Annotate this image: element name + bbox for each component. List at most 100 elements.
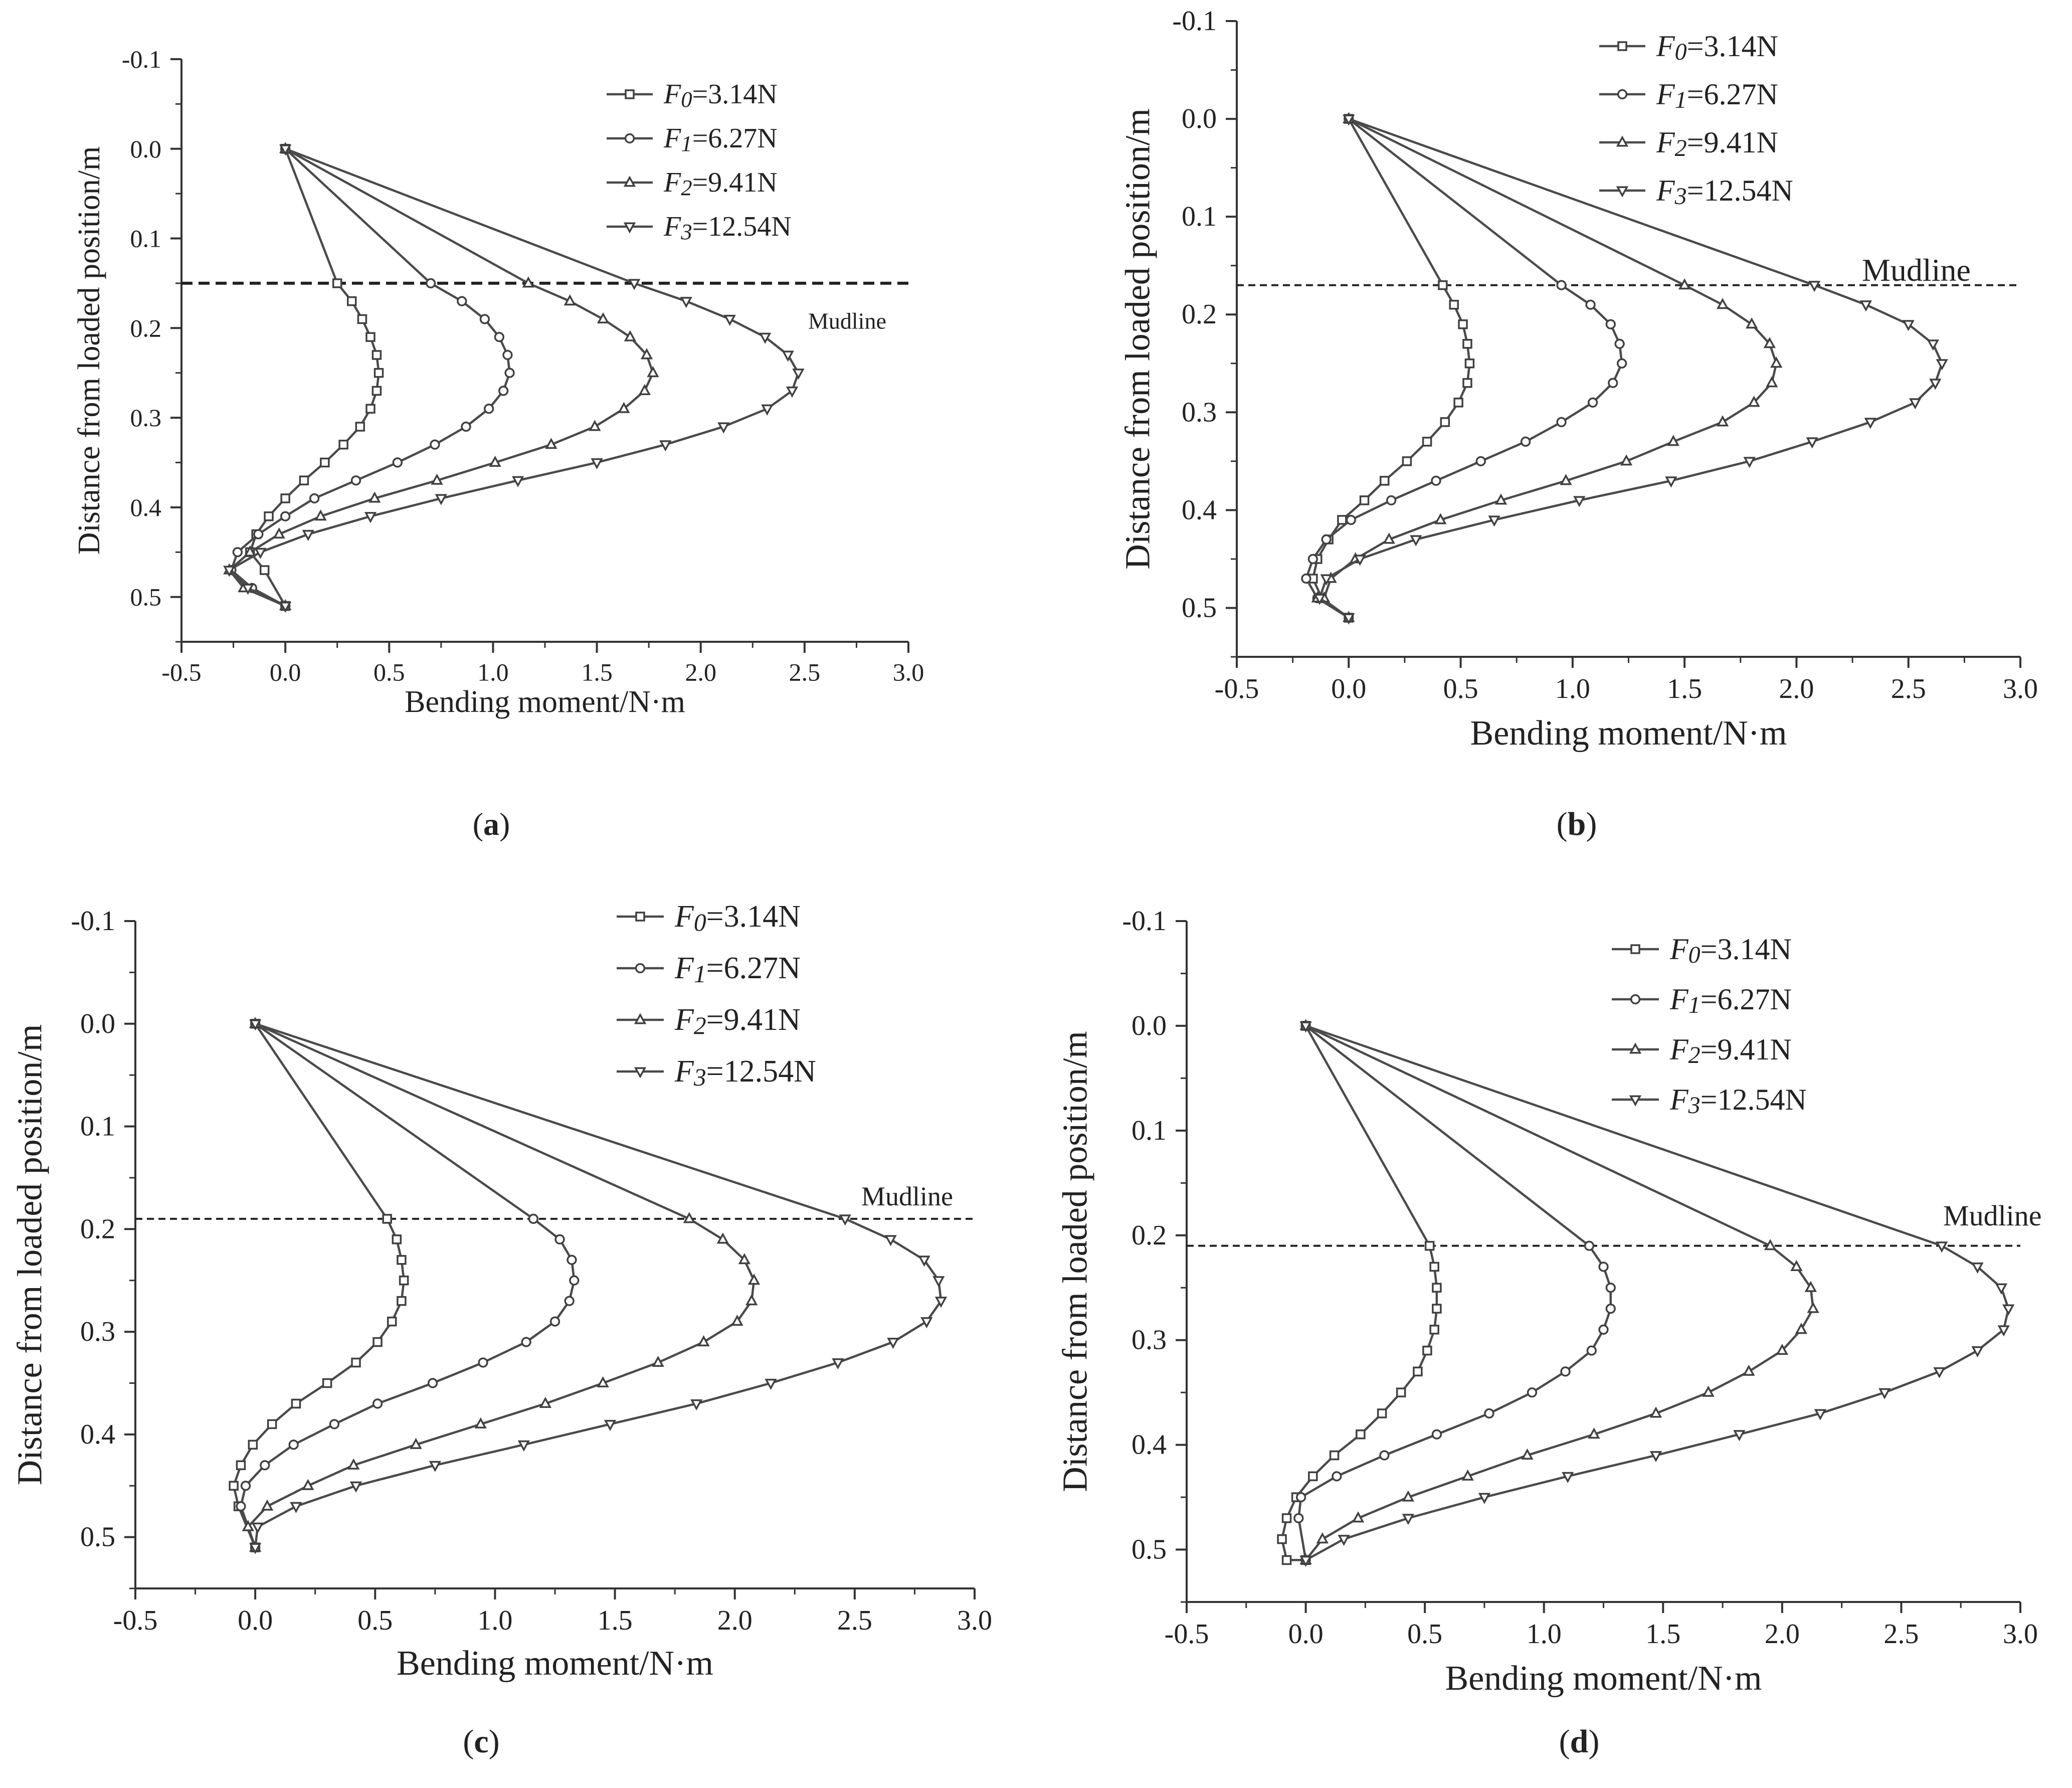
legend-label: F0=3.14N [1669,933,1792,968]
y-tick-label: 0.3 [1182,397,1217,428]
panel-a: -0.1 0.0 0.1 0.2 0.3 0.4 0.5 -0.5 0.0 0.5 1.0 1.5 2.… [72,45,924,842]
data-point-circle [1346,514,1356,525]
data-point-triangle-down [690,1399,703,1411]
data-point-triangle-down [1478,1493,1491,1504]
data-point-square [1458,319,1468,329]
x-tick-label: 3.0 [2003,1619,2038,1650]
data-point-circle [569,1275,580,1286]
data-point-circle [1587,397,1598,408]
data-point-triangle-up [1764,1239,1777,1250]
legend-value: =9.41N [1701,1033,1792,1066]
data-point-triangle-down [884,1235,897,1246]
data-point-triangle-down [1902,320,1915,331]
caption-letter: b [1568,806,1586,842]
data-point-triangle-up [1678,278,1691,290]
legend-marker-triangle-up [1629,1042,1642,1054]
data-point-square [1464,359,1475,369]
legend-label: F0=3.14N [1656,30,1778,65]
caption-letter: d [1570,1723,1589,1760]
legend-marker-triangle-down [634,1067,647,1079]
x-tick-label: 1.0 [1527,1619,1562,1650]
legend-name: F [1669,933,1689,966]
legend-subscript: 3 [1688,1092,1701,1118]
mudline-label: Mudline [1943,1199,2042,1232]
panel-c: -0.1 0.0 0.1 0.2 0.3 0.4 0.5 -0.5 0.0 0.5 1.0 1.5 2.… [11,900,993,1760]
data-point-triangle-down [1971,1262,1984,1274]
data-point-circle [461,421,471,432]
legend-value: =3.14N [1687,30,1778,63]
data-point-circle [253,529,264,540]
data-point-square [399,1275,409,1286]
data-point-circle [1598,1262,1609,1272]
y-tick-label: 0.0 [1132,1010,1167,1041]
x-tick-label: -0.5 [113,1605,158,1636]
data-point-triangle-down [628,279,641,290]
x-tick-label: 2.5 [789,658,821,686]
data-point-triangle-up [1620,454,1633,466]
data-point-circle [521,1337,531,1347]
legend-name: F [663,167,681,198]
data-point-triangle-down [1933,1367,1946,1379]
legend-label: F1=6.27N [1669,983,1792,1018]
legend-value: =12.54N [1701,1083,1807,1116]
y-tick-label: 0.2 [80,1213,115,1244]
data-point-triangle-down [932,1276,945,1288]
data-point-triangle-up [273,527,285,539]
data-point-triangle-up [1521,1448,1534,1460]
data-point-triangle-down [1343,114,1355,126]
legend-value: =12.54N [692,211,792,242]
x-tick-label: -0.5 [1165,1619,1209,1650]
data-point-triangle-down [659,440,672,452]
data-point-triangle-down [1562,1472,1574,1483]
data-point-triangle-up [716,1232,729,1244]
data-point-circle [309,493,320,504]
panel-b: -0.1 0.0 0.1 0.2 0.3 0.4 0.5 -0.5 0.0 0.5 1.0 1.5 2.… [1119,6,2038,842]
data-point-square [1281,1555,1292,1565]
data-point-triangle-up [647,366,659,378]
legend-subscript: 0 [694,909,706,936]
data-point-triangle-down [435,494,448,505]
data-point-triangle-down [1649,1451,1662,1463]
data-point-square [1453,398,1463,408]
data-point-triangle-up [1745,317,1758,329]
legend-value: =9.41N [692,167,778,198]
data-point-triangle-up [522,276,535,288]
y-tick-label: 0.2 [130,314,162,342]
panel-caption: (c) [463,1723,499,1760]
data-point-square [322,1378,332,1388]
x-tick-label: 0.0 [270,658,301,686]
x-tick-label: 1.0 [477,658,509,686]
data-point-triangle-down [1929,379,1942,390]
x-tick-label: 3.0 [893,658,924,686]
y-tick-label: 0.3 [80,1316,115,1347]
data-point-triangle-down [591,458,603,470]
data-point-triangle-up [368,491,381,503]
data-point-square [357,314,367,324]
data-point-square [320,457,330,468]
data-point-triangle-up [1402,1490,1415,1502]
x-axis-title: Bending moment/N·m [405,685,685,719]
x-tick-label: 2.0 [1779,673,1814,704]
data-point-square [1413,1366,1423,1377]
data-point-triangle-down [839,1214,851,1226]
x-axis-title: Bending moment/N·m [1470,714,1787,753]
data-point-triangle-down [1814,1409,1827,1420]
legend-label: F0=3.14N [674,900,801,936]
x-tick-label: 2.0 [1765,1619,1800,1650]
data-point-square [392,1234,402,1244]
data-point-triangle-down [251,1522,264,1534]
data-point-triangle-down [1573,496,1586,507]
data-point-triangle-down [249,1019,262,1031]
data-point-triangle-up [1804,1281,1817,1292]
legend-name: F [663,79,681,110]
data-point-circle [280,511,291,521]
data-point-triangle-down [934,1297,948,1308]
y-tick-label: 0.3 [130,404,162,432]
data-point-square [1379,476,1390,486]
data-point-square [248,1440,258,1450]
data-point-triangle-down [1927,339,1939,351]
data-point-circle [1616,358,1627,369]
data-point-triangle-down [2002,1304,2015,1316]
y-tick-label: 0.0 [1182,103,1217,134]
data-point-circle [1475,456,1486,466]
